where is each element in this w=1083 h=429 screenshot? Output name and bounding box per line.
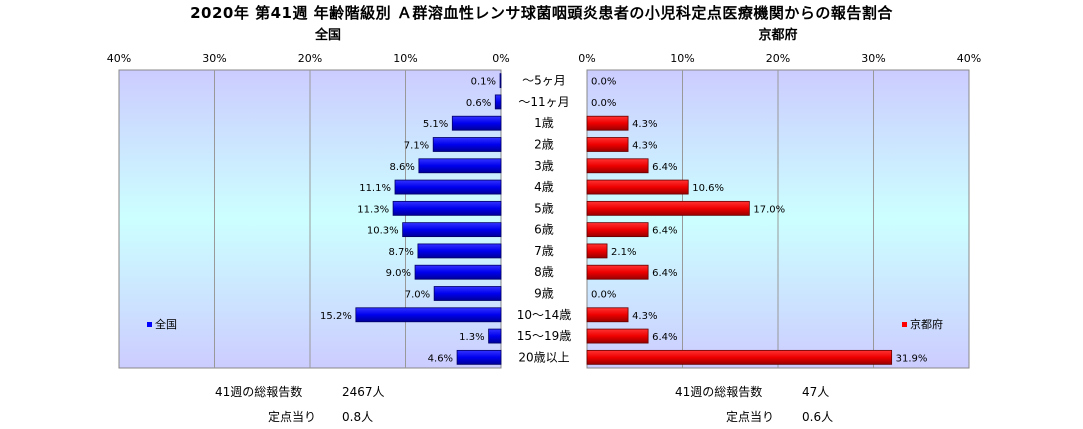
category-label: 15～19歳 [517,329,572,343]
chart-title: 2020年 第41週 年齢階級別 Ａ群溶血性レンサ球菌咽頭炎患者の小児科定点医療… [190,4,893,22]
left-bar [418,158,502,174]
left-bar [402,222,502,238]
category-label: 9歳 [534,287,554,301]
right-data-label: 6.4% [652,268,677,279]
right-tick-label: 30% [861,52,885,65]
left-data-label: 11.3% [357,204,389,215]
marks-layer: ～5ヶ月 0.1% 0.0% ～11ヶ月 0.6% 0.0% 1歳 5.1% 4.3% 2歳 7.1… [147,73,943,365]
left-bar [432,137,502,152]
right-tick-label: 10% [670,52,694,65]
left-tick-label: 10% [393,52,417,65]
right-bar [586,137,629,152]
left-bar [451,115,502,131]
right-panel-heading: 京都府 [758,28,798,43]
right-bar [586,179,689,195]
left-tick-label: 20% [298,52,322,65]
category-label: 7歳 [534,244,554,258]
right-bar [586,243,608,259]
right-data-label: 17.0% [753,204,785,215]
right-bar [586,307,629,323]
category-label: ～11ヶ月 [518,95,569,109]
left-data-label: 7.0% [405,290,430,301]
right-bar [586,200,750,216]
right-bar [586,349,893,365]
left-bar [499,73,502,89]
left-per-label: 定点当り [268,410,317,424]
right-per-value: 0.6人 [802,410,834,424]
category-label: 20歳以上 [518,350,569,364]
population-pyramid-chart: 40% 0% 30% 10% 20% 20% 10% 30% 0% 40% ～5ヶ月 0.1% 0.0… [107,52,981,369]
left-bar [414,264,502,280]
right-data-label: 31.9% [896,353,928,364]
right-data-label: 0.0% [591,290,616,301]
right-data-label: 4.3% [632,119,657,130]
category-label: 1歳 [534,116,554,130]
left-bar [494,94,502,110]
left-bar [488,328,502,344]
right-data-label: 2.1% [611,247,636,258]
category-label: 3歳 [534,159,554,173]
right-data-label: 0.0% [591,77,616,88]
left-data-label: 8.7% [389,247,414,258]
left-bar [417,243,502,259]
left-total-label: 41週の総報告数 [215,385,303,399]
right-per-label: 定点当り [726,410,775,424]
left-tick-label: 40% [107,52,131,65]
right-total-value: 47人 [802,385,830,399]
right-bar [586,264,649,280]
left-bar [392,200,502,216]
left-data-label: 11.1% [359,183,391,194]
left-tick-label: 0% [492,52,509,65]
category-label: 4歳 [534,180,554,194]
right-data-label: 4.3% [632,141,657,152]
left-data-label: 8.6% [389,162,414,173]
left-total-value: 2467人 [342,385,385,399]
left-bar [355,307,502,323]
left-data-label: 1.3% [459,332,484,343]
left-bar [456,349,502,365]
left-legend-swatch [147,322,152,327]
category-label: 8歳 [534,265,554,279]
left-data-label: 0.6% [466,98,491,109]
right-tick-label: 20% [766,52,790,65]
category-label: 6歳 [534,223,554,237]
left-data-label: 10.3% [367,226,399,237]
right-tick-label: 40% [957,52,981,65]
left-data-label: 0.1% [471,77,496,88]
right-data-label: 0.0% [591,98,616,109]
right-total-label: 41週の総報告数 [675,385,763,399]
right-legend-swatch [902,322,907,327]
left-data-label: 9.0% [386,268,411,279]
left-data-label: 4.6% [428,353,453,364]
left-data-label: 7.1% [404,141,429,152]
right-bar [586,115,629,131]
right-bar [586,328,649,344]
left-bar [394,179,502,195]
left-per-value: 0.8人 [342,410,374,424]
right-tick-label: 0% [578,52,595,65]
right-bar [586,222,649,238]
right-data-label: 10.6% [692,183,724,194]
category-label: ～5ヶ月 [522,74,566,88]
axes-layer: 40% 0% 30% 10% 20% 20% 10% 30% 0% 40% [107,52,981,369]
category-label: 5歳 [534,201,554,215]
right-bar [586,158,649,174]
left-data-label: 15.2% [320,311,352,322]
category-label: 10～14歳 [517,308,572,322]
right-data-label: 6.4% [652,332,677,343]
left-legend-label: 全国 [155,317,177,331]
left-bar [433,286,502,301]
right-legend-label: 京都府 [910,317,943,331]
right-data-label: 4.3% [632,311,657,322]
right-data-label: 6.4% [652,162,677,173]
left-data-label: 5.1% [423,119,448,130]
left-panel-heading: 全国 [314,28,341,43]
category-label: 2歳 [534,138,554,152]
left-tick-label: 30% [202,52,226,65]
right-data-label: 6.4% [652,226,677,237]
